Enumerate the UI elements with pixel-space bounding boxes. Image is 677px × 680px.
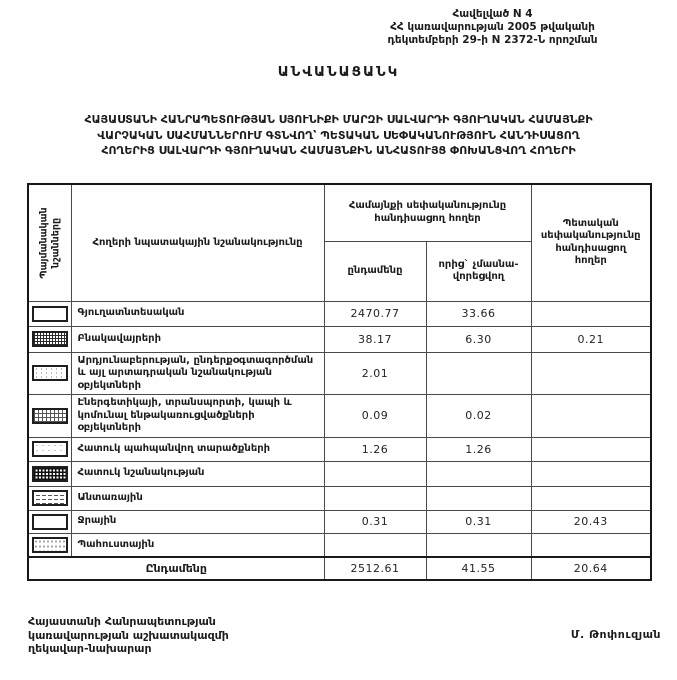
unprivatized-value	[425, 485, 532, 511]
table-row: Բնակավայրերի 38.17 6.30 0.21	[27, 325, 652, 353]
community-total-value: 0.09	[323, 394, 427, 438]
table-row: Ջրային 0.31 0.31 20.43	[27, 509, 652, 534]
total-community-value: 2512.61	[323, 556, 427, 581]
unprivatized-value: 0.02	[425, 394, 532, 438]
total-label: Ընդամենը	[27, 556, 325, 581]
table-row: Պահուստային	[27, 532, 652, 558]
community-total-value: 0.31	[323, 509, 427, 534]
signatory-title-line: կառավարության աշխատակազմի	[28, 628, 229, 642]
community-total-value	[323, 532, 427, 558]
unprivatized-value: 0.31	[425, 509, 532, 534]
unprivatized-value	[425, 460, 532, 487]
land-category: Անտառային	[70, 485, 325, 511]
total-unprivatized-value: 41.55	[425, 556, 532, 581]
land-allocation-table: Պայմանական նշանները Հողերի նպատակային նշ…	[27, 183, 652, 581]
column-header-purpose: Հողերի նպատակային նշանակությունը	[70, 183, 325, 302]
annex-reference: Հավելված N 4 ՀՀ կառավարության 2005 թվակա…	[320, 8, 665, 47]
unprivatized-value	[425, 532, 532, 558]
legend-swatch-icon	[31, 407, 68, 424]
column-header-state: Պետական սեփականությունը հանդիսացող հողեր	[530, 183, 652, 302]
unprivatized-value: 6.30	[425, 325, 532, 353]
document-heading: ՀԱՅԱՍՏԱՆԻ ՀԱՆՐԱՊԵՏՈՒԹՅԱՆ ՍՅՈՒՆԻՔԻ ՄԱՐԶԻ …	[0, 112, 677, 159]
column-group-community: Համայնքի սեփականությունը հանդիսացող հողե…	[323, 183, 532, 242]
annex-line: դեկտեմբերի 29-ի N 2372-Ն որոշման	[387, 34, 598, 46]
table-row: Արդյունաբերության, ընդերքօգտագործման և ա…	[27, 351, 652, 395]
land-category: Արդյունաբերության, ընդերքօգտագործման և ա…	[70, 351, 325, 395]
community-total-value	[323, 485, 427, 511]
legend-swatch-icon	[31, 465, 68, 482]
state-value: 0.21	[530, 325, 652, 353]
state-value	[530, 436, 652, 462]
community-total-value: 38.17	[323, 325, 427, 353]
signatory-title: Հայաստանի Հանրապետության կառավարության ա…	[28, 615, 229, 656]
page-title: ԱՆՎԱՆԱՑԱՆԿ	[277, 64, 400, 80]
column-header-symbols-label: Պայմանական նշանները	[38, 207, 61, 279]
heading-line: ՀԱՅԱՍՏԱՆԻ ՀԱՆՐԱՊԵՏՈՒԹՅԱՆ ՍՅՈՒՆԻՔԻ ՄԱՐԶԻ …	[84, 113, 593, 126]
table-row: Էներգետիկայի, տրանսպորտի, կապի և կոմունա…	[27, 394, 652, 438]
state-value	[530, 351, 652, 395]
table-row: Անտառային	[27, 485, 652, 511]
legend-swatch-icon	[31, 305, 68, 322]
land-category: Հատուկ պահպանվող տարածքների	[70, 436, 325, 462]
community-total-value: 1.26	[323, 436, 427, 462]
column-header-unprivatized: որից` չմասնա-վորեցվող	[425, 240, 532, 302]
unprivatized-value: 33.66	[425, 300, 532, 327]
heading-line: ՀՈՂԵՐԻՑ ՍԱԼՎԱՐԴԻ ԳՅՈՒՂԱԿԱՆ ՀԱՄԱՅՆՔԻՆ ԱՆՀ…	[101, 144, 576, 157]
total-row: Ընդամենը 2512.61 41.55 20.64	[27, 556, 652, 581]
column-header-symbols: Պայմանական նշանները	[27, 183, 72, 302]
legend-swatch-icon	[31, 331, 68, 347]
legend-swatch-icon	[31, 513, 68, 530]
state-value	[530, 300, 652, 327]
land-category: Պահուստային	[70, 532, 325, 558]
unprivatized-value	[425, 351, 532, 395]
legend-swatch-icon	[31, 536, 68, 553]
state-value: 20.43	[530, 509, 652, 534]
land-category: Ջրային	[70, 509, 325, 534]
table-row: Հատուկ նշանակության	[27, 460, 652, 487]
annex-line: ՀՀ կառավարության 2005 թվականի	[390, 21, 595, 33]
signatory-name: Մ. Թոփուզյան	[570, 628, 661, 641]
table-row: Գյուղատնտեսական 2470.77 33.66	[27, 300, 652, 327]
community-total-value	[323, 460, 427, 487]
community-total-value: 2470.77	[323, 300, 427, 327]
heading-line: ՎԱՐՉԱԿԱՆ ՍԱՀՄԱՆՆԵՐՈՒՄ ԳՏՆՎՈՂ՝ ՊԵՏԱԿԱՆ ՍԵ…	[97, 128, 580, 142]
land-category: Հատուկ նշանակության	[70, 460, 325, 487]
community-total-value: 2.01	[323, 351, 427, 395]
state-value	[530, 394, 652, 438]
legend-swatch-icon	[31, 365, 68, 382]
column-header-total: ընդամենը	[323, 240, 427, 302]
state-value	[530, 460, 652, 487]
state-value	[530, 485, 652, 511]
total-state-value: 20.64	[530, 556, 652, 581]
annex-line: Հավելված N 4	[452, 8, 533, 20]
table-row: Հատուկ պահպանվող տարածքների 1.26 1.26	[27, 436, 652, 462]
signatory-title-line: Հայաստանի Հանրապետության	[28, 615, 216, 628]
signatory-title-line: ղեկավար-նախարար	[28, 642, 152, 655]
legend-swatch-icon	[31, 490, 68, 506]
unprivatized-value: 1.26	[425, 436, 532, 462]
land-category: Բնակավայրերի	[70, 325, 325, 353]
land-category: Էներգետիկայի, տրանսպորտի, կապի և կոմունա…	[70, 394, 325, 438]
land-category: Գյուղատնտեսական	[70, 300, 325, 327]
state-value	[530, 532, 652, 558]
legend-swatch-icon	[31, 441, 68, 457]
